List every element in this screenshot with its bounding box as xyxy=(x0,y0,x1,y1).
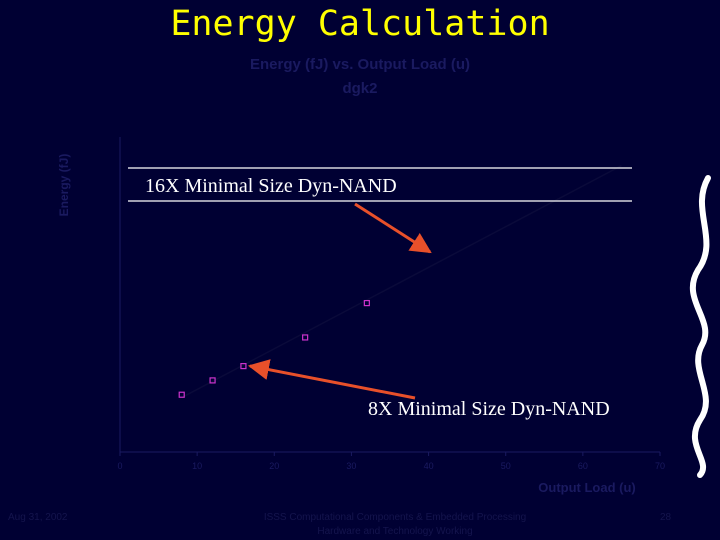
x-tick-label: 70 xyxy=(655,461,665,471)
footer-date: Aug 31, 2002 xyxy=(8,512,68,523)
data-point xyxy=(240,362,247,370)
x-tick-label: 30 xyxy=(346,461,356,471)
callout-8x: 8X Minimal Size Dyn-NAND xyxy=(368,398,610,420)
arrow-16x xyxy=(354,202,432,254)
x-tick-label: 0 xyxy=(117,461,122,471)
footer-page-number: 28 xyxy=(660,512,672,523)
callout-16x: 16X Minimal Size Dyn-NAND xyxy=(145,175,397,197)
x-tick-label: 60 xyxy=(578,461,588,471)
data-point xyxy=(178,391,185,398)
footer-title-line1: ISSS Computational Components & Embedded… xyxy=(263,512,527,523)
decorative-brace xyxy=(689,175,711,478)
arrow-8x xyxy=(247,359,416,400)
slide-title: Energy Calculation xyxy=(170,4,550,44)
x-tick-label: 40 xyxy=(424,461,434,471)
data-point xyxy=(302,334,309,341)
footer-title-line2: Hardware and Technology Working xyxy=(317,526,473,537)
chart-subtitle: dgk2 xyxy=(342,80,378,97)
x-tick-label: 50 xyxy=(501,461,511,471)
y-axis-label: Energy (fJ) xyxy=(57,154,71,217)
x-tick-label: 10 xyxy=(192,461,202,471)
trend-line xyxy=(181,164,622,399)
data-point xyxy=(209,377,216,384)
x-tick-label: 20 xyxy=(269,461,279,471)
chart-title: Energy (fJ) vs. Output Load (u) xyxy=(250,56,470,73)
x-axis-label: Output Load (u) xyxy=(538,480,635,495)
data-point xyxy=(363,299,370,307)
